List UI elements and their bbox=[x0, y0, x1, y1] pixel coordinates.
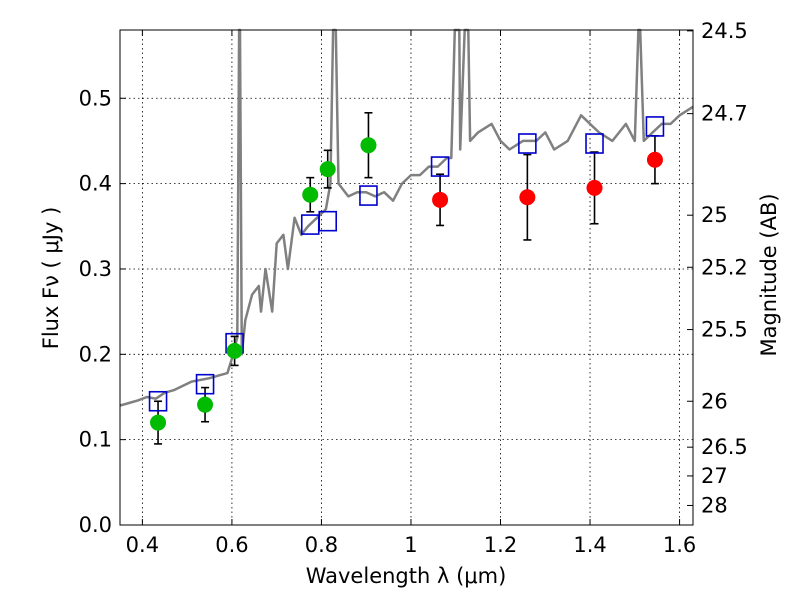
mag-tick-label: 25.2 bbox=[701, 255, 748, 279]
model-spectrum bbox=[119, 28, 694, 407]
data-point-marker bbox=[519, 189, 536, 206]
x-tick-labels: 0.4 0.6 0.8 1 1.2 1.4 1.6 bbox=[126, 533, 697, 557]
x-tick-label: 0.8 bbox=[305, 533, 338, 557]
data-point-marker bbox=[197, 396, 214, 413]
y-tick-label: 0.5 bbox=[79, 86, 112, 110]
x-tick-label: 1.4 bbox=[573, 533, 606, 557]
model-square-marker bbox=[318, 210, 338, 232]
data-point-marker bbox=[319, 161, 336, 178]
mag-tick-label: 24.7 bbox=[701, 102, 748, 126]
data-point-marker bbox=[646, 151, 663, 168]
model-square-marker bbox=[148, 390, 168, 412]
y-tick-label: 0.0 bbox=[79, 513, 112, 537]
y-tick-label: 0.4 bbox=[79, 172, 112, 196]
y-tick-label: 0.2 bbox=[79, 342, 112, 366]
plot-frame bbox=[119, 29, 694, 526]
x-axis-label: Wavelength λ (μm) bbox=[306, 564, 507, 588]
data-point-marker bbox=[226, 342, 243, 359]
magnitude-tick-labels: 24.5 24.7 25 25.2 25.5 26 26.5 27 28 bbox=[701, 19, 748, 518]
mag-tick-label: 28 bbox=[701, 493, 728, 517]
mag-tick-label: 27 bbox=[701, 464, 728, 488]
data-point-marker bbox=[360, 137, 377, 154]
x-tick-label: 1.6 bbox=[663, 533, 696, 557]
x-tick-label: 0.4 bbox=[126, 533, 159, 557]
model-square-marker bbox=[645, 116, 665, 137]
y-tick-labels: 0.0 0.1 0.2 0.3 0.4 0.5 bbox=[79, 86, 112, 537]
x-tick-label: 1.2 bbox=[484, 533, 517, 557]
ticks bbox=[120, 30, 693, 526]
y-axis-label: Flux Fν ( μJy ) bbox=[39, 207, 63, 350]
y2-axis-label: Magnitude (AB) bbox=[757, 193, 781, 356]
grid bbox=[120, 30, 693, 526]
mag-tick-label: 24.5 bbox=[701, 19, 748, 43]
data-point-marker bbox=[586, 179, 603, 196]
data-markers bbox=[148, 116, 665, 431]
model-square-marker bbox=[430, 156, 450, 177]
model-spectrum-line bbox=[119, 28, 694, 407]
data-point-marker bbox=[302, 186, 319, 203]
data-point-marker bbox=[432, 191, 449, 208]
model-square-marker bbox=[585, 133, 604, 154]
y-tick-label: 0.1 bbox=[79, 428, 112, 452]
model-square-marker bbox=[359, 185, 378, 206]
mag-tick-label: 25.5 bbox=[701, 318, 748, 342]
mag-tick-label: 25 bbox=[701, 203, 728, 227]
y-tick-label: 0.3 bbox=[79, 257, 112, 281]
x-tick-label: 1 bbox=[404, 533, 417, 557]
mag-tick-label: 26.5 bbox=[701, 435, 748, 459]
mag-tick-label: 26 bbox=[701, 389, 728, 413]
data-point-marker bbox=[150, 414, 167, 431]
x-tick-label: 0.6 bbox=[215, 533, 248, 557]
model-square-marker bbox=[518, 133, 537, 154]
model-square-marker bbox=[195, 373, 215, 395]
